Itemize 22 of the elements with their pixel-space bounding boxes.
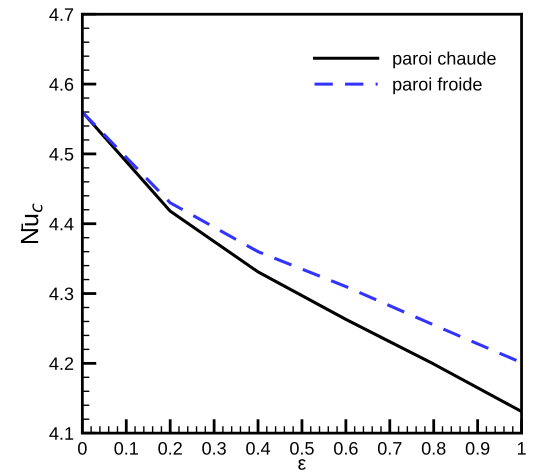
y-tick-label: 4.1 xyxy=(49,427,74,440)
x-tick-label: 0.1 xyxy=(114,442,138,455)
x-tick-label: 0.5 xyxy=(290,442,314,455)
x-axis-title: ε xyxy=(298,459,306,470)
x-tick-label: 0.6 xyxy=(334,442,358,455)
x-tick-label: 0.9 xyxy=(466,442,490,455)
x-tick-label: 0.7 xyxy=(378,442,402,455)
legend-label: paroi froide xyxy=(393,77,482,94)
y-tick-label: 4.2 xyxy=(49,357,74,370)
x-tick-label: 0 xyxy=(78,442,87,455)
x-tick-label: 0.2 xyxy=(158,442,182,455)
y-tick-label: 4.6 xyxy=(49,78,74,91)
x-tick-label: 0.3 xyxy=(202,442,226,455)
y-axis-title: N̄u$_{c}$ xyxy=(20,204,42,244)
y-tick-label: 4.4 xyxy=(49,218,74,230)
y-tick-label: 4.5 xyxy=(49,148,74,161)
x-tick-label: 0.8 xyxy=(422,442,446,455)
x-tick-label: 1 xyxy=(518,442,526,455)
x-tick-label: 0.4 xyxy=(246,442,270,455)
legend-label: paroi chaude xyxy=(393,51,496,68)
y-tick-label: 4.7 xyxy=(49,8,74,21)
y-tick-label: 4.3 xyxy=(49,287,74,300)
